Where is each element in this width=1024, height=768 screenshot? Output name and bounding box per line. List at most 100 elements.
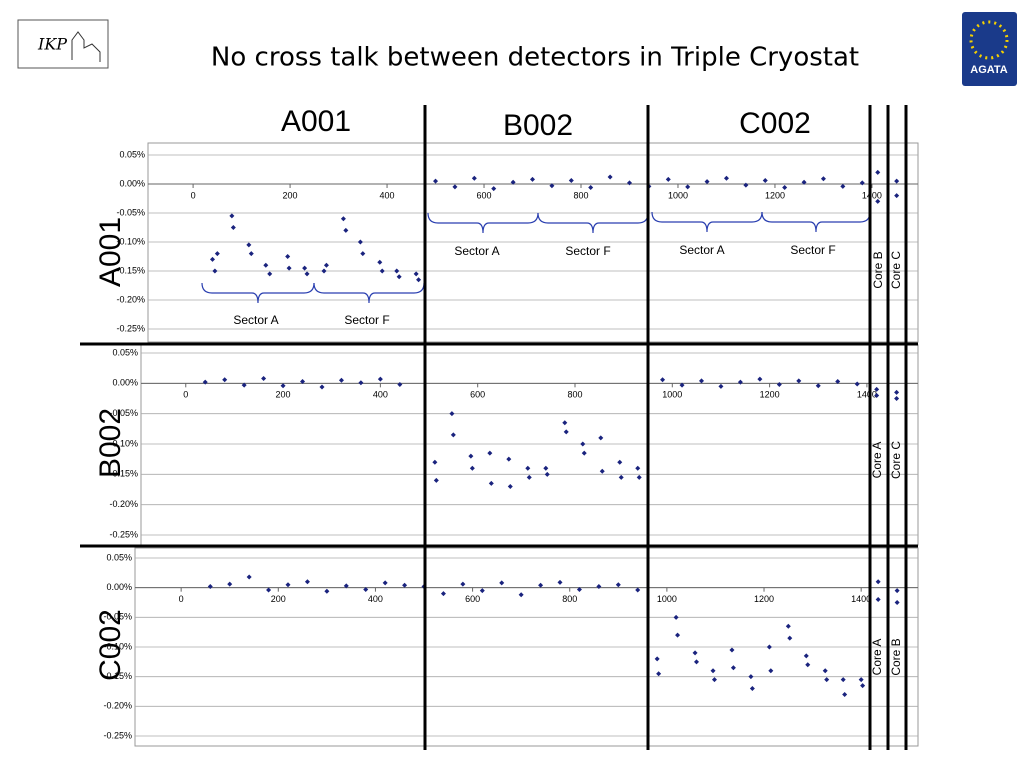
x-tick-label: 600 (470, 390, 485, 400)
point (803, 653, 809, 659)
brace (761, 211, 871, 233)
point (377, 376, 383, 382)
point (433, 477, 439, 483)
point (214, 251, 220, 257)
point (229, 213, 235, 219)
point (319, 384, 325, 390)
point (822, 668, 828, 674)
point (599, 468, 605, 474)
point (785, 623, 791, 629)
y-tick-label: 0.05% (119, 149, 145, 159)
y-tick-label: 0.00% (106, 582, 132, 592)
y-tick-label: -0.15% (116, 265, 145, 275)
point (212, 268, 218, 274)
point (440, 591, 446, 597)
point (377, 259, 383, 265)
point (304, 271, 310, 277)
point (801, 179, 807, 185)
point (618, 474, 624, 480)
point (396, 274, 402, 280)
point (894, 600, 900, 605)
point (487, 450, 493, 456)
point (343, 583, 349, 589)
point (452, 184, 458, 190)
point (471, 175, 477, 181)
point (588, 184, 594, 190)
point (894, 193, 900, 199)
point (607, 174, 613, 180)
point (538, 582, 544, 588)
point (842, 691, 848, 697)
point (285, 254, 291, 259)
plot-frame (147, 142, 919, 343)
y-tick-label: -0.05% (109, 408, 138, 418)
point (266, 587, 272, 593)
point (433, 178, 439, 184)
point (491, 186, 497, 192)
point (635, 587, 641, 593)
point (544, 471, 550, 477)
y-tick-label: 0.00% (112, 378, 138, 388)
point (460, 581, 466, 587)
point (285, 582, 291, 588)
point (227, 581, 233, 587)
point (894, 588, 900, 594)
point (286, 265, 292, 271)
point (479, 588, 485, 594)
x-tick-label: 800 (562, 594, 577, 604)
point (596, 583, 602, 589)
logo-ikp: IKP (37, 35, 67, 54)
y-tick-label: -0.25% (103, 730, 132, 740)
point (394, 268, 400, 274)
point (805, 662, 811, 668)
point (776, 382, 782, 388)
point (580, 441, 586, 447)
x-tick-label: 0 (191, 190, 196, 200)
y-tick-label: -0.20% (103, 701, 132, 711)
point (413, 271, 419, 277)
point (875, 579, 881, 585)
point (343, 227, 349, 233)
x-tick-label: 400 (373, 390, 388, 400)
point (615, 582, 621, 588)
x-tick-label: 1400 (862, 190, 882, 200)
point (694, 659, 700, 665)
point (796, 378, 802, 384)
x-tick-label: 400 (368, 594, 383, 604)
point (397, 382, 403, 388)
point (820, 176, 826, 182)
point (506, 456, 512, 462)
point (562, 420, 568, 426)
annotation: Sector A (233, 313, 278, 327)
point (626, 180, 632, 186)
point (718, 383, 724, 389)
point (679, 382, 685, 388)
point (416, 277, 422, 283)
column-label: A001 (281, 105, 351, 138)
point (737, 379, 743, 385)
y-tick-label: -0.25% (109, 529, 138, 539)
x-tick-label: 200 (283, 190, 298, 200)
y-tick-label: 0.05% (112, 347, 138, 357)
annotation: Sector A (454, 244, 499, 258)
point (656, 671, 662, 677)
point (530, 176, 536, 182)
y-tick-label: 0.05% (106, 552, 132, 562)
point (840, 677, 846, 683)
y-tick-label: -0.10% (109, 438, 138, 448)
point (402, 582, 408, 588)
point (665, 176, 671, 182)
point (894, 389, 900, 395)
y-tick-label: -0.10% (116, 236, 145, 246)
point (723, 175, 729, 181)
x-tick-label: 1400 (857, 390, 877, 400)
point (815, 383, 821, 389)
point (685, 184, 691, 190)
point (654, 656, 660, 662)
point (543, 465, 549, 471)
point (432, 459, 438, 465)
point (766, 644, 772, 650)
annotation: Core C (889, 251, 903, 289)
point (267, 271, 273, 277)
